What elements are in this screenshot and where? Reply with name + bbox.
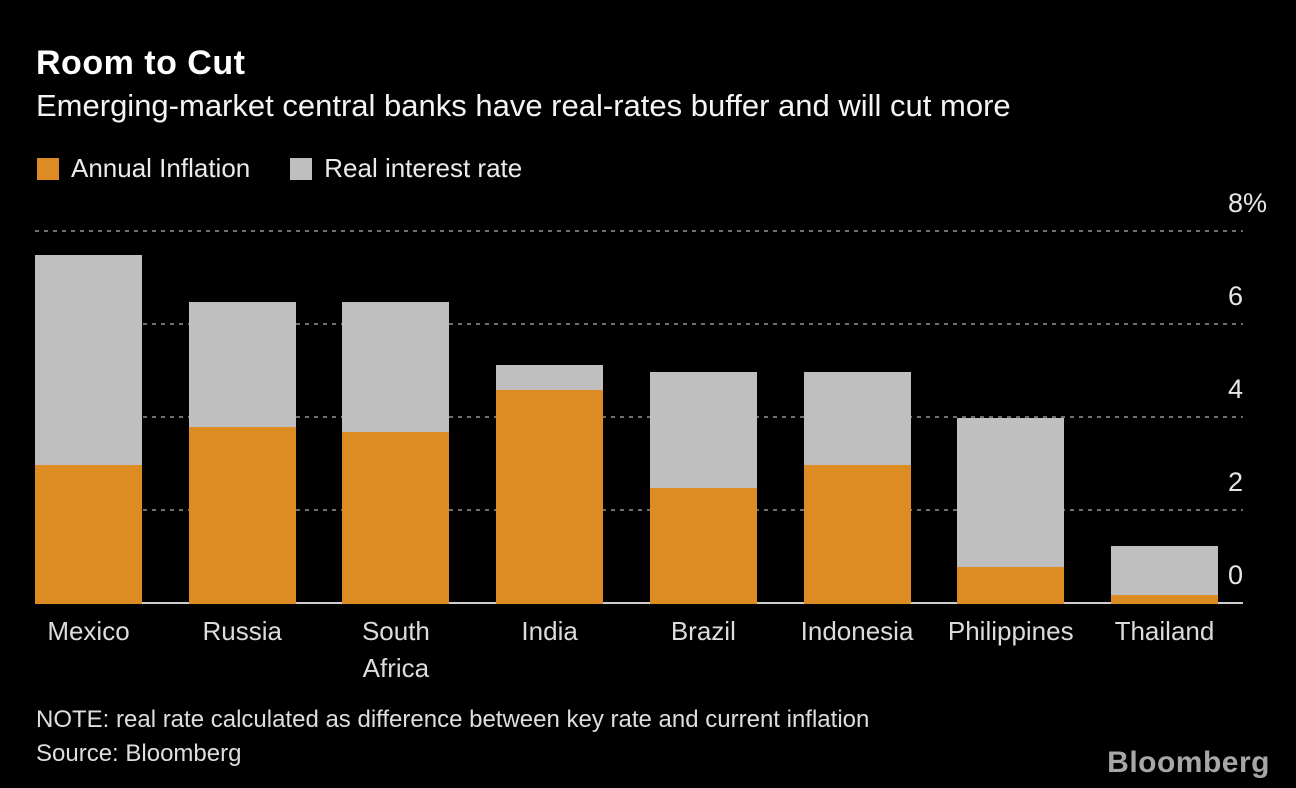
bar-philippines-annual-inflation — [957, 566, 1065, 604]
x-axis-label-indonesia: Indonesia — [800, 616, 914, 646]
bar-russia-real-interest-rate — [188, 301, 296, 428]
legend-swatch-real-interest-rate — [290, 157, 313, 180]
note-text: NOTE: real rate calculated as difference… — [36, 706, 870, 733]
bar-brazil-annual-inflation — [649, 487, 757, 604]
bar-mexico-annual-inflation — [35, 464, 142, 604]
bar-indonesia-real-interest-rate — [803, 371, 911, 465]
legend-item-real-interest-rate: Real interest rate — [290, 153, 522, 184]
gridline-6 — [35, 323, 1243, 325]
bar-india-real-interest-rate — [496, 364, 604, 391]
bar-mexico-real-interest-rate — [35, 255, 142, 465]
chart-subtitle: Emerging-market central banks have real-… — [36, 88, 1011, 123]
source-text: Source: Bloomberg — [36, 740, 242, 767]
bar-indonesia-annual-inflation — [803, 464, 911, 604]
bar-thailand-annual-inflation — [1110, 594, 1218, 604]
bar-south-africa-real-interest-rate — [342, 301, 450, 432]
legend-label-annual-inflation: Annual Inflation — [71, 153, 251, 183]
bar-india-annual-inflation — [496, 390, 604, 604]
chart-legend: Annual Inflation Real interest rate — [37, 153, 522, 184]
x-axis-line — [35, 602, 1243, 604]
gridline-4 — [35, 416, 1243, 418]
x-axis-label-india: India — [521, 616, 578, 646]
chart-title: Room to Cut — [36, 44, 246, 82]
y-axis-tick-4: 4 — [1228, 374, 1244, 404]
gridline-8% — [35, 230, 1243, 232]
y-axis-tick-2: 2 — [1228, 467, 1244, 497]
bar-brazil-real-interest-rate — [649, 371, 757, 488]
y-axis-tick-6: 6 — [1228, 281, 1244, 311]
gridline-2 — [35, 509, 1243, 511]
bar-thailand-real-interest-rate — [1110, 545, 1218, 595]
y-axis-tick-0: 0 — [1228, 560, 1244, 590]
x-axis-label-mexico: Mexico — [47, 616, 130, 646]
y-axis-tick-8%: 8% — [1228, 188, 1268, 218]
bar-philippines-real-interest-rate — [957, 418, 1065, 567]
bar-russia-annual-inflation — [188, 427, 296, 604]
x-axis-label-russia: Russia — [202, 616, 282, 646]
bloomberg-logo: Bloomberg — [1107, 746, 1270, 779]
bar-south-africa-annual-inflation — [342, 431, 450, 604]
legend-swatch-annual-inflation — [37, 157, 59, 180]
x-axis-label-thailand: Thailand — [1114, 616, 1215, 646]
legend-item-annual-inflation: Annual Inflation — [37, 153, 250, 184]
legend-label-real-interest-rate: Real interest rate — [324, 153, 523, 183]
x-axis-label-brazil: Brazil — [670, 616, 736, 646]
x-axis-label-philippines: Philippines — [947, 616, 1074, 646]
x-axis-label-south-africa: South Africa — [361, 616, 430, 683]
